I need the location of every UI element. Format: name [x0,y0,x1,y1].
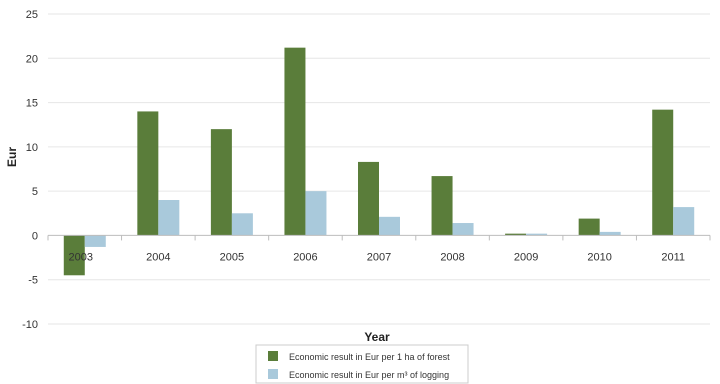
y-tick-label: 15 [26,98,38,110]
bar-logging-2007 [379,216,400,236]
x-tick-label: 2009 [514,251,538,263]
x-tick-label: 2004 [146,251,170,263]
bar-logging-2008 [452,223,474,236]
bar-logging-2006 [305,191,327,236]
y-tick-label: -10 [22,319,38,331]
y-tick-label: 0 [32,230,38,242]
x-tick-label: 2010 [587,251,611,263]
bar-forest-2006 [284,47,306,236]
legend-swatch-forest [268,351,278,361]
legend-swatch-logging [268,369,278,379]
x-axis-title: Year [364,330,390,344]
bar-forest-2011 [652,109,674,236]
bar-logging-2004 [158,200,180,236]
legend-label-forest: Economic result in Eur per 1 ha of fores… [289,352,450,362]
x-tick-label: 2006 [293,251,317,263]
legend: Economic result in Eur per 1 ha of fores… [255,344,469,384]
bars [63,47,695,276]
legend-label-logging: Economic result in Eur per m³ of logging [289,370,449,380]
bar-forest-2008 [431,176,453,236]
y-tick-label: 20 [26,53,38,65]
bar-logging-2005 [231,213,253,236]
bar-logging-2009 [526,233,548,236]
bar-forest-2003 [63,235,85,276]
legend-box [255,344,469,384]
bar-forest-2009 [505,233,527,236]
x-tick-label: 2007 [367,251,391,263]
y-axis-title: Eur [5,147,19,167]
bar-logging-2011 [673,207,695,236]
axes: -10 -5 0 5 10 15 20 25 2003 2004 2005 2006 2007 2008 2… [22,9,711,331]
y-tick-label: -5 [28,275,38,287]
x-tick-label: 2008 [440,251,464,263]
y-tick-label: 5 [32,186,38,198]
x-tick-label: 2005 [220,251,244,263]
y-tick-label: 25 [26,9,38,21]
bar-logging-2003 [84,235,106,247]
bar-logging-2010 [599,231,621,236]
x-tick-label: 2011 [661,251,685,263]
bar-forest-2010 [578,218,600,236]
bar-forest-2005 [210,129,232,236]
bar-forest-2004 [137,111,159,236]
y-tick-label: 10 [26,142,38,154]
bar-forest-2007 [358,161,379,236]
x-tick-label: 2003 [69,251,93,263]
